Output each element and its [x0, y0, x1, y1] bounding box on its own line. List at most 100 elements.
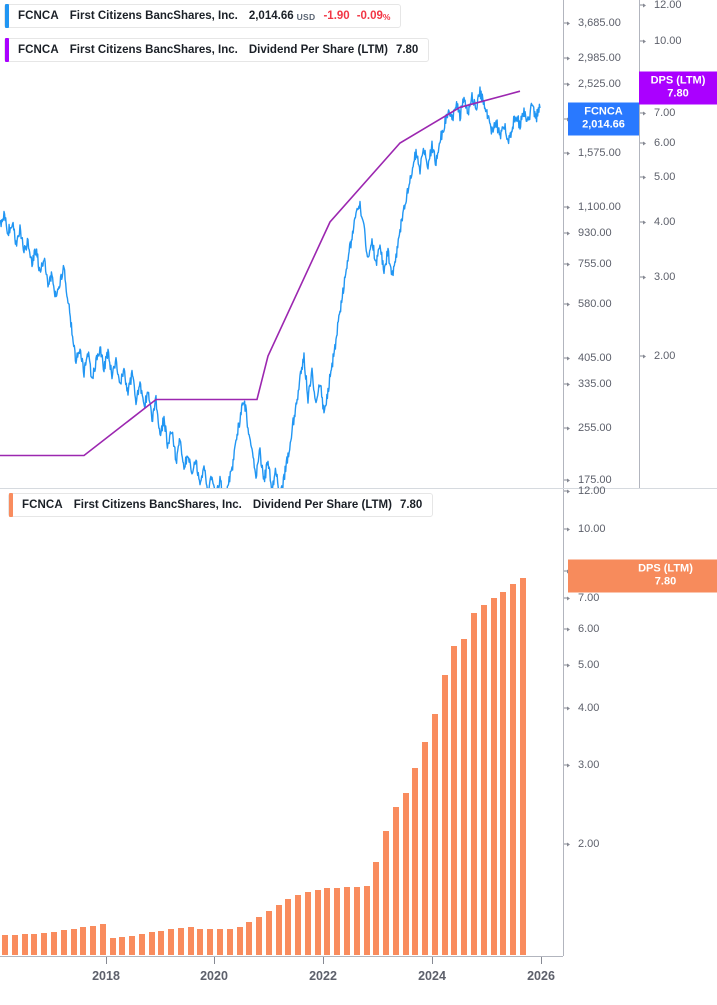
dividend-bar: [90, 926, 96, 955]
price-axis-tick-label: 580.00: [578, 298, 612, 310]
price-axis-tick-mark: [564, 262, 570, 266]
dps-bottom-axis-tick-mark: [564, 763, 570, 767]
price-line-path: [0, 86, 541, 488]
dps-bottom-badge-label: DPS (LTM): [638, 562, 693, 575]
dividend-bar: [451, 646, 457, 955]
price-axis-tick-label: 1,575.00: [578, 147, 621, 159]
legend-price-ticker: FCNCA: [18, 10, 59, 22]
dividend-bar: [61, 930, 67, 955]
dividend-bar: [207, 929, 213, 955]
dps-top-axis-tick-label: 6.00: [654, 137, 676, 149]
dividend-bar: [129, 936, 135, 955]
dividend-bar: [393, 807, 399, 955]
legend-dividend-bottom-metric: Dividend Per Share (LTM): [252, 499, 392, 511]
dividend-bar: [197, 929, 203, 955]
price-axis-tick-label: 3,685.00: [578, 17, 621, 29]
dps-bottom-axis-tick-label: 4.00: [578, 702, 600, 714]
time-axis-tick: [323, 957, 324, 964]
dividend-bar: [256, 917, 262, 955]
price-axis-tick-label: 255.00: [578, 422, 612, 434]
dividend-bar: [266, 911, 272, 955]
dps-overlay-series: [0, 90, 521, 457]
price-badge-label: FCNCA: [584, 105, 623, 118]
dividend-bar: [188, 927, 194, 955]
dividend-bar: [461, 639, 467, 955]
price-value-badge[interactable]: FCNCA 2,014.66: [568, 102, 639, 136]
dps-value-badge-bottom[interactable]: DPS (LTM) 7.80: [568, 559, 717, 593]
dividend-bar: [110, 938, 116, 955]
legend-dividend-bottom-company: First Citizens BancShares, Inc.: [73, 499, 242, 511]
price-axis-tick-label: 1,100.00: [578, 201, 621, 213]
price-axis-tick-mark: [564, 231, 570, 235]
dps-value-axis-top[interactable]: 12.00 10.00 7.00 6.00 5.00 4.00 3.00 2.00: [639, 0, 717, 488]
dividend-bar: [41, 933, 47, 955]
dps-bottom-axis-tick-label: 2.00: [578, 838, 600, 850]
dividend-bar: [31, 934, 37, 955]
time-axis-label: 2024: [418, 969, 446, 983]
dividend-bar: [520, 578, 526, 955]
dps-top-axis-tick-mark: [640, 354, 646, 358]
price-chart-canvas: [0, 86, 541, 488]
dps-top-axis-tick-label: 10.00: [654, 35, 682, 47]
dps-top-axis-tick-mark: [640, 275, 646, 279]
legend-dividend-bottom-swatch: [9, 493, 13, 517]
legend-dividend-top[interactable]: FCNCA First Citizens BancShares, Inc. Di…: [4, 38, 430, 62]
price-axis-tick-label: 2,525.00: [578, 78, 621, 90]
legend-price-value: 2,014.66: [248, 10, 294, 22]
price-axis-tick-label: 335.00: [578, 378, 612, 390]
legend-dividend-top-ticker: FCNCA: [18, 44, 59, 56]
dividend-bar: [139, 934, 145, 955]
time-axis-label: 2020: [200, 969, 228, 983]
price-axis-tick-mark: [564, 21, 570, 25]
dividend-bar: [158, 931, 164, 955]
time-axis-tick: [106, 957, 107, 964]
dps-bottom-axis-tick-mark: [564, 842, 570, 846]
price-axis-tick-label: 405.00: [578, 352, 612, 364]
dps-bottom-axis-tick-mark: [564, 663, 570, 667]
dividend-bars-container: [0, 489, 563, 956]
price-chart-pane[interactable]: [0, 0, 563, 488]
dps-bottom-axis-tick-label: 7.00: [578, 592, 600, 604]
dps-top-axis-tick-label: 12.00: [654, 0, 682, 11]
price-axis-tick-mark: [564, 478, 570, 482]
dps-top-axis-tick-label: 5.00: [654, 171, 676, 183]
dividend-bar-chart-pane[interactable]: [0, 489, 563, 956]
dps-top-axis-tick-label: 4.00: [654, 216, 676, 228]
dps-top-badge-label: DPS (LTM): [650, 74, 706, 87]
price-value-axis[interactable]: 3,685.00 2,985.00 2,525.00 2,014.66 1,575.00…: [563, 0, 639, 488]
time-axis-tick: [541, 957, 542, 964]
dividend-bar: [2, 935, 8, 955]
dividend-bar: [334, 888, 340, 955]
dividend-bar: [510, 584, 516, 955]
price-axis-tick-mark: [564, 151, 570, 155]
price-axis-tick-mark: [564, 302, 570, 306]
legend-dividend-top-swatch: [5, 38, 9, 62]
legend-dividend-bottom[interactable]: FCNCA First Citizens BancShares, Inc. Di…: [8, 493, 434, 517]
price-axis-tick-label: 755.00: [578, 258, 612, 270]
legend-dividend-top-value: 7.80: [395, 44, 419, 56]
dividend-bar: [491, 598, 497, 955]
price-axis-tick-label: 930.00: [578, 227, 612, 239]
percent-icon: %: [382, 12, 391, 22]
dps-bottom-axis-tick-mark: [564, 706, 570, 710]
dividend-bar: [500, 592, 506, 955]
dps-bottom-axis-tick-label: 6.00: [578, 623, 600, 635]
pane-divider[interactable]: [0, 488, 717, 489]
legend-price-change: -1.90: [323, 10, 350, 22]
dps-value-badge-top[interactable]: DPS (LTM) 7.80: [639, 71, 717, 105]
fcnca-price-series: [0, 86, 541, 488]
dividend-bar: [442, 675, 448, 955]
dps-bottom-axis-tick-mark: [564, 627, 570, 631]
price-axis-tick-mark: [564, 82, 570, 86]
dividend-bar: [217, 929, 223, 955]
dps-top-axis-tick-mark: [640, 175, 646, 179]
time-axis[interactable]: 2018 2020 2022 2024 2026: [0, 956, 563, 1005]
legend-price-change-pct: -0.09: [356, 10, 383, 22]
dividend-bar: [80, 927, 86, 955]
dividend-bar: [178, 928, 184, 955]
dividend-bar: [100, 924, 106, 955]
dividend-bar: [237, 927, 243, 955]
legend-price[interactable]: FCNCA First Citizens BancShares, Inc. 2,…: [4, 4, 402, 28]
dividend-bar: [227, 929, 233, 955]
dividend-bar: [481, 605, 487, 955]
